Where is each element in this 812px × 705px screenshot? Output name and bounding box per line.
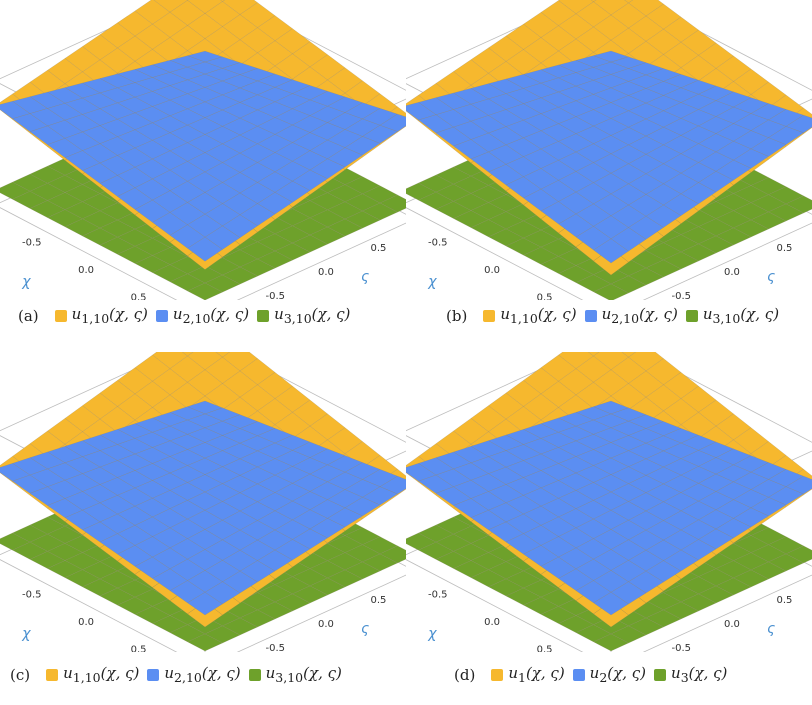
x-tick-label: -0.5 [428, 590, 448, 601]
x-axis-label: χ [21, 626, 31, 642]
chart-svg-d: 100-10-1.0-0.50.00.51.0-1.0-0.50.00.51.0… [406, 352, 812, 652]
box-edge [642, 574, 812, 652]
chart-svg-b: 200-20-1.0-0.50.00.51.0-1.0-0.50.00.51.0… [406, 0, 812, 300]
box-edge [0, 207, 178, 300]
x-tick-label: 0.5 [537, 293, 553, 301]
legend-swatch-u2 [147, 668, 160, 681]
legend-swatch-u3 [654, 668, 667, 681]
y-tick-label: 0.0 [318, 619, 334, 630]
chart-svg-c: 1050-5-10-1.0-0.50.00.51.0-1.0-0.50.00.5… [0, 352, 406, 652]
x-axis-label: χ [21, 274, 31, 290]
box-edge [236, 222, 406, 300]
y-tick-label: -0.5 [672, 291, 692, 300]
x-tick-label: 0.5 [537, 645, 553, 653]
surface-cell [593, 633, 629, 652]
y-tick-label: 0.5 [371, 243, 387, 254]
surface-u2 [406, 400, 812, 616]
box-edge [406, 207, 584, 300]
legend-label-u1: u1,10(χ, ς) [500, 305, 577, 326]
surface-cell [590, 0, 597, 3]
box-edge [0, 559, 178, 652]
y-tick-label: -0.5 [266, 291, 286, 300]
y-tick-label: 0.0 [724, 619, 740, 630]
legend-label-u3: u3,10(χ, ς) [702, 305, 780, 326]
x-axis-label: χ [427, 626, 437, 642]
legend-swatch-u2 [572, 668, 585, 681]
legend-label-u1: u1(χ, ς) [508, 664, 565, 685]
surface-cell [593, 283, 629, 300]
y-tick-label: 0.5 [777, 243, 793, 254]
surface-cell [220, 0, 226, 2]
legend-b: (b) u1,10(χ, ς) u2,10(χ, ς) u3,10(χ, ς) [446, 305, 779, 326]
x-tick-label: -0.5 [22, 590, 42, 601]
y-axis-label: ς [767, 621, 775, 637]
y-axis-label: ς [767, 269, 775, 285]
legend-d: (d) u1(χ, ς) u2(χ, ς) u3(χ, ς) [454, 664, 727, 685]
chart-svg-a: 500-50-1.0-0.50.00.51.0-1.0-0.50.00.51.0… [0, 0, 406, 300]
chart-panel-b: 200-20-1.0-0.50.00.51.0-1.0-0.50.00.51.0… [406, 0, 812, 352]
box-edge [236, 574, 406, 652]
surface-u2 [0, 400, 406, 616]
y-tick-label: 0.5 [777, 595, 793, 606]
x-tick-label: -0.5 [22, 238, 42, 249]
legend-swatch-u2 [584, 309, 597, 322]
x-tick-label: 0.5 [131, 645, 147, 653]
box-edge [642, 222, 812, 300]
x-tick-label: 0.5 [131, 293, 147, 301]
surface-cell [187, 236, 223, 262]
y-tick-label: -0.5 [672, 643, 692, 652]
chart-panel-d: 100-10-1.0-0.50.00.51.0-1.0-0.50.00.51.0… [406, 352, 812, 704]
legend-label-u1: u1,10(χ, ς) [63, 664, 140, 685]
x-tick-label: 0.0 [484, 265, 500, 276]
x-tick-label: 0.0 [484, 617, 500, 628]
surface-cell [182, 352, 194, 357]
x-tick-label: -0.5 [428, 238, 448, 249]
panel-label-a: (a) [18, 306, 39, 325]
y-axis-label: ς [361, 269, 369, 285]
y-tick-label: 0.0 [724, 267, 740, 278]
legend-label-u2: u2,10(χ, ς) [172, 305, 250, 326]
box-edge [406, 559, 584, 652]
legend-label-u3: u3(χ, ς) [671, 664, 728, 685]
legend-label-u3: u3,10(χ, ς) [265, 664, 342, 685]
legend-label-u2: u2(χ, ς) [589, 664, 647, 685]
legend-swatch-u1 [483, 309, 496, 322]
legend-swatch-u3 [248, 668, 261, 681]
panel-label-d: (d) [454, 665, 476, 684]
surface-cell [593, 238, 629, 264]
legend-swatch-u1 [54, 309, 67, 322]
legend-label-u1: u1,10(χ, ς) [71, 305, 148, 326]
surface-cell [187, 592, 223, 616]
legend-swatch-u2 [155, 309, 168, 322]
y-axis-label: ς [361, 621, 369, 637]
legend-c: (c) u1,10(χ, ς) u2,10(χ, ς) u3,10(χ, ς) [10, 664, 342, 685]
chart-panel-a: 500-50-1.0-0.50.00.51.0-1.0-0.50.00.51.0… [0, 0, 406, 352]
legend-label-u2: u2,10(χ, ς) [601, 305, 678, 326]
y-tick-label: 0.0 [318, 267, 334, 278]
y-tick-label: -0.5 [266, 643, 286, 652]
panel-label-c: (c) [10, 665, 31, 684]
surface-cell [624, 0, 634, 4]
x-tick-label: 0.0 [78, 265, 94, 276]
legend-swatch-u3 [685, 309, 698, 322]
x-axis-label: χ [427, 274, 437, 290]
surface-cell [187, 282, 223, 300]
legend-a: (a) u1,10(χ, ς) u2,10(χ, ς) u3,10(χ, ς) [18, 305, 350, 326]
surface-cell [187, 633, 223, 652]
legend-swatch-u3 [257, 309, 270, 322]
surface-u2 [0, 50, 406, 262]
surface-u2 [406, 50, 812, 264]
legend-label-u3: u3,10(χ, ς) [274, 305, 351, 326]
legend-swatch-u1 [46, 668, 59, 681]
x-tick-label: 0.0 [78, 617, 94, 628]
chart-panel-c: 1050-5-10-1.0-0.50.00.51.0-1.0-0.50.00.5… [0, 352, 406, 704]
y-tick-label: 0.5 [371, 595, 387, 606]
legend-label-u2: u2,10(χ, ς) [164, 664, 241, 685]
panel-label-b: (b) [446, 306, 468, 325]
surface-cell [593, 592, 629, 616]
legend-swatch-u1 [491, 668, 504, 681]
surface-cell [588, 352, 600, 357]
